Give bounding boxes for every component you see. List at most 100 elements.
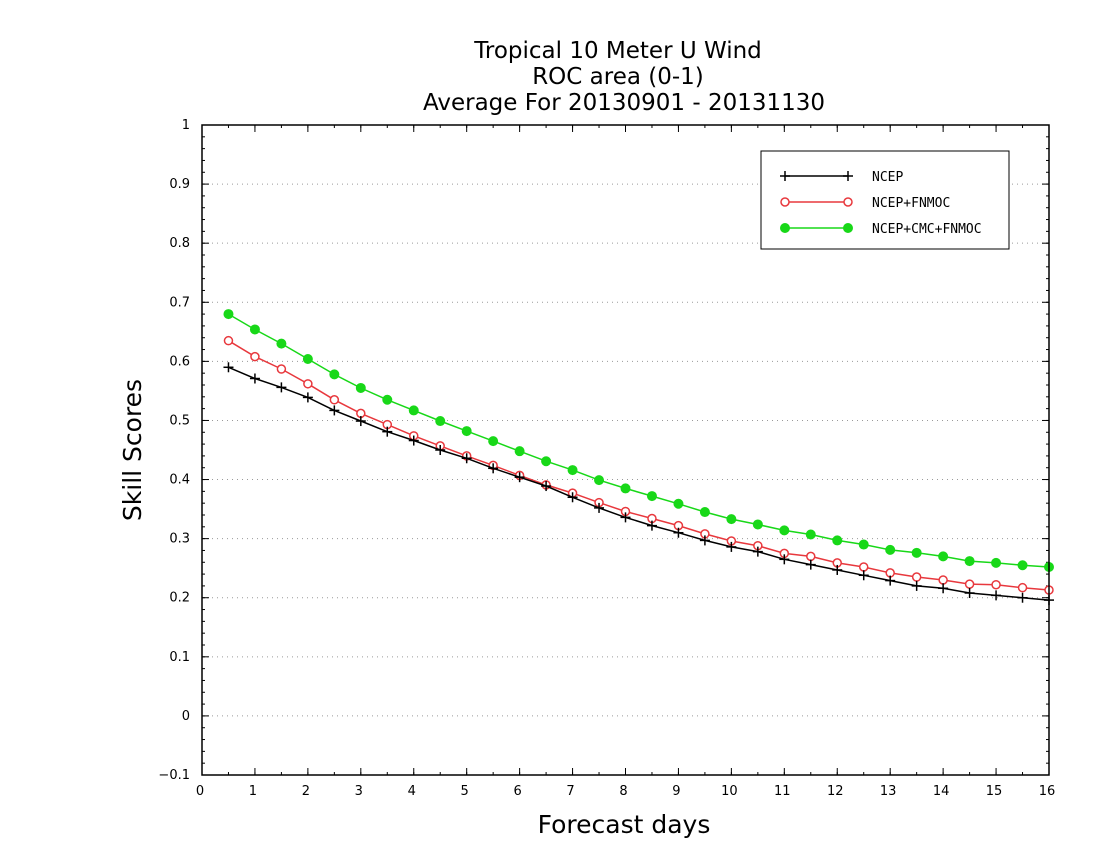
series-layer: [223, 309, 1054, 606]
chart-subtitle: ROC area (0-1): [532, 64, 704, 90]
x-tick-label: 5: [461, 784, 469, 799]
data-point: [964, 588, 975, 598]
data-point: [541, 481, 552, 492]
y-tick-label: 1: [182, 118, 190, 133]
series-line: [228, 366, 1050, 601]
data-point: [843, 197, 853, 207]
data-point: [461, 426, 472, 437]
plot-frame: [201, 124, 1050, 776]
data-point: [329, 369, 340, 380]
legend-item: NCEP: [780, 170, 903, 185]
data-point: [726, 514, 737, 525]
data-point: [382, 426, 393, 437]
legend-label: NCEP+FNMOC: [872, 196, 950, 211]
data-point: [488, 436, 499, 447]
x-tick-label: 0: [196, 784, 204, 799]
data-point: [567, 465, 578, 476]
data-point: [699, 507, 710, 518]
data-point: [594, 475, 605, 486]
data-point: [752, 546, 763, 557]
data-point: [832, 564, 843, 575]
data-point: [991, 579, 1001, 590]
data-point: [911, 572, 922, 582]
data-point: [964, 556, 975, 567]
data-point: [223, 362, 234, 373]
data-point: [938, 583, 949, 594]
data-point: [329, 395, 340, 405]
data-point: [620, 483, 631, 494]
data-point: [1017, 592, 1028, 603]
y-tick-label: 0.5: [169, 413, 190, 428]
data-point: [832, 535, 843, 546]
data-point: [355, 416, 366, 427]
data-point: [806, 551, 816, 562]
chart-title: Tropical 10 Meter U Wind: [473, 38, 762, 64]
data-point: [673, 527, 684, 538]
series-ncep-cmc-fnmoc: [223, 309, 1054, 572]
data-point: [779, 554, 790, 565]
data-point: [646, 491, 657, 502]
legend-item: NCEP+CMC+FNMOC: [780, 222, 982, 237]
data-point: [964, 579, 975, 589]
data-point: [302, 354, 313, 364]
data-point: [355, 382, 366, 393]
data-point: [382, 394, 393, 405]
data-point: [514, 446, 525, 457]
x-tick-label: 12: [827, 784, 844, 799]
data-point: [435, 416, 446, 427]
data-point: [329, 405, 340, 416]
x-tick-label: 14: [933, 784, 950, 799]
data-point: [408, 435, 419, 446]
data-point: [1017, 560, 1028, 571]
data-point: [885, 575, 896, 586]
data-point: [938, 551, 949, 562]
data-point: [843, 223, 853, 233]
data-point: [223, 309, 234, 320]
legend-box: [760, 150, 1010, 250]
data-point: [673, 498, 684, 509]
data-point: [858, 562, 869, 572]
x-tick-label: 7: [566, 784, 574, 799]
y-tick-label: 0.1: [169, 650, 190, 665]
y-tick-label: 0: [182, 709, 190, 724]
data-point: [843, 171, 853, 181]
data-point: [541, 456, 552, 467]
data-point: [752, 519, 763, 530]
grid-lines: [202, 183, 1049, 717]
series-ncep: [223, 362, 1054, 606]
data-point: [594, 502, 605, 513]
y-tick-label: 0.4: [169, 473, 190, 488]
data-point: [408, 405, 419, 416]
data-point: [805, 559, 816, 570]
data-point: [911, 547, 922, 558]
x-tick-label: 16: [1039, 784, 1056, 799]
data-point: [1017, 582, 1028, 593]
data-point: [911, 580, 922, 591]
data-point: [303, 379, 313, 389]
x-tick-label: 6: [513, 784, 521, 799]
data-point: [646, 520, 657, 531]
data-point: [302, 392, 313, 403]
data-point: [249, 324, 260, 335]
data-point: [780, 171, 790, 181]
legend-label: NCEP: [872, 170, 903, 185]
data-point: [938, 575, 948, 585]
x-tick-label: 15: [986, 784, 1003, 799]
data-point: [858, 570, 869, 581]
x-axis-ticks: 0 1 2 3 4 5 6 7 8 9 10 11 12 13 14 15 16: [196, 125, 1055, 799]
x-tick-label: 10: [721, 784, 738, 799]
x-tick-label: 13: [880, 784, 897, 799]
x-tick-label: 4: [408, 784, 416, 799]
x-tick-label: 3: [355, 784, 363, 799]
data-point: [780, 197, 790, 207]
data-point: [805, 529, 816, 540]
data-point: [726, 541, 737, 552]
data-point: [276, 382, 287, 393]
y-tick-label: 0.2: [169, 591, 190, 606]
data-point: [276, 364, 287, 374]
y-tick-label: 0.3: [169, 532, 190, 547]
legend: NCEP NCEP+FNMOC NCEP+CMC+FNMOC: [760, 150, 1010, 250]
data-point: [780, 223, 790, 233]
data-point: [620, 512, 631, 523]
